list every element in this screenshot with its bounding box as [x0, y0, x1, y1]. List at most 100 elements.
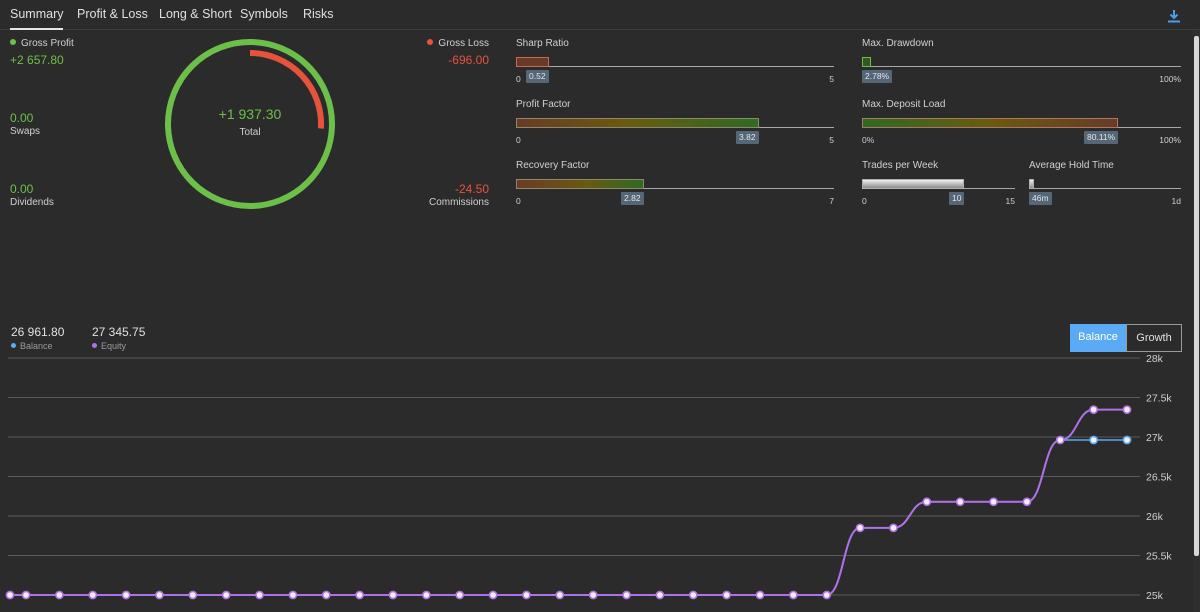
equity-value: 27 345.75 [92, 325, 146, 339]
equity-point[interactable] [321, 590, 331, 600]
equity-series-line [10, 408, 1127, 596]
balance-value: 26 961.80 [11, 325, 65, 339]
y-tick-label: 27k [1146, 432, 1164, 444]
equity-point[interactable] [855, 523, 865, 533]
balance-legend-dot [11, 343, 16, 348]
profit-factor-bar [516, 118, 759, 128]
equity-point[interactable] [688, 590, 698, 600]
equity-point[interactable] [121, 590, 131, 600]
equity-point[interactable] [889, 523, 898, 533]
profit-factor-max: 5 [829, 135, 834, 145]
max-deposit-load-max: 100% [1159, 135, 1181, 145]
equity-point[interactable] [955, 497, 965, 507]
y-tick-label: 27.5k [1146, 393, 1172, 405]
sharp-ratio-value: 0.52 [526, 70, 549, 83]
total-donut-chart [165, 39, 335, 209]
equity-point[interactable] [455, 590, 465, 600]
equity-point[interactable] [388, 590, 398, 600]
equity-point[interactable] [522, 590, 531, 600]
equity-point[interactable] [622, 590, 631, 600]
equity-point[interactable] [755, 590, 765, 600]
max-deposit-load-min: 0% [862, 135, 875, 145]
equity-point[interactable] [555, 590, 565, 600]
avg-hold-time-max: 1d [1171, 196, 1181, 206]
avg-hold-time-bar [1029, 179, 1034, 189]
balance-point[interactable] [1089, 435, 1099, 445]
trades-per-week-title: Trades per Week [862, 160, 939, 171]
equity-point[interactable] [355, 590, 365, 600]
tab-bar: Summary Profit & Loss Long & Short Symbo… [0, 0, 1200, 30]
sharp-ratio-track [516, 66, 834, 67]
balance-toggle-button[interactable]: Balance [1070, 324, 1126, 352]
equity-point[interactable] [1055, 435, 1065, 445]
equity-point[interactable] [588, 590, 598, 600]
equity-point[interactable] [88, 590, 98, 600]
profit-factor-value: 3.82 [736, 131, 759, 144]
tab-risks[interactable]: Risks [303, 7, 334, 21]
equity-point[interactable] [655, 590, 665, 600]
max-drawdown-track [862, 66, 1181, 67]
balance-equity-chart: 25k 25.5k 26k 26.5k 27k 27.5k 28k [5, 353, 1172, 602]
dividends-value: 0.00 [10, 182, 34, 196]
avg-hold-time-value: 46m [1029, 192, 1052, 205]
tab-profit-loss[interactable]: Profit & Loss [77, 7, 148, 21]
equity-point[interactable] [722, 590, 732, 600]
equity-point[interactable] [21, 590, 31, 600]
equity-point[interactable] [1122, 405, 1132, 415]
gross-loss-label: Gross Loss [389, 38, 489, 49]
equity-point[interactable] [1022, 497, 1032, 507]
equity-point[interactable] [488, 590, 498, 600]
trades-per-week-min: 0 [862, 196, 867, 206]
download-icon[interactable] [1166, 8, 1182, 24]
equity-point[interactable] [1089, 405, 1099, 415]
max-drawdown-max: 100% [1159, 74, 1181, 84]
equity-point[interactable] [822, 590, 832, 600]
commissions-value: -24.50 [454, 182, 489, 196]
sharp-ratio-max: 5 [829, 74, 834, 84]
gross-profit-value: +2 657.80 [10, 53, 64, 67]
y-tick-label: 25k [1146, 590, 1164, 602]
recovery-factor-bar [516, 179, 644, 189]
tab-symbols[interactable]: Symbols [240, 7, 288, 21]
gross-profit-dot [10, 39, 16, 45]
total-label: Total [239, 127, 261, 138]
growth-toggle-button[interactable]: Growth [1126, 324, 1182, 352]
sharp-ratio-title: Sharp Ratio [516, 38, 569, 49]
dividends-label: Dividends [10, 197, 54, 208]
sharp-ratio-bar [516, 57, 549, 67]
equity-point[interactable] [255, 590, 264, 600]
y-tick-label: 28k [1146, 353, 1164, 365]
balance-legend: Balance [11, 341, 53, 351]
equity-point[interactable] [155, 590, 164, 600]
equity-point[interactable] [288, 590, 298, 600]
y-tick-label: 26k [1146, 511, 1164, 523]
equity-point[interactable] [788, 590, 798, 600]
swaps-label: Swaps [10, 126, 41, 137]
equity-point[interactable] [5, 590, 15, 600]
balance-point[interactable] [1122, 435, 1132, 445]
scrollbar-thumb[interactable] [1194, 36, 1199, 556]
equity-point[interactable] [54, 590, 64, 600]
avg-hold-time-track [1029, 188, 1181, 189]
commissions-label: Commissions [428, 197, 489, 208]
donut-ring-profit [165, 39, 335, 209]
recovery-factor-title: Recovery Factor [516, 160, 590, 171]
avg-hold-time-title: Average Hold Time [1029, 160, 1114, 171]
balance-series-line [10, 439, 1127, 596]
equity-point[interactable] [221, 590, 231, 600]
tab-summary[interactable]: Summary [10, 0, 64, 30]
swaps-value: 0.00 [10, 111, 34, 125]
equity-legend-dot [92, 343, 97, 348]
equity-point[interactable] [188, 590, 198, 600]
max-drawdown-bar [862, 57, 871, 67]
max-drawdown-value: 2.78% [862, 70, 893, 83]
recovery-factor-value: 2.82 [621, 192, 644, 205]
equity-point[interactable] [989, 497, 998, 507]
equity-point[interactable] [922, 497, 932, 507]
tab-long-short[interactable]: Long & Short [159, 7, 232, 21]
recovery-factor-min: 0 [516, 196, 521, 206]
y-tick-label: 25.5k [1146, 551, 1172, 563]
trades-per-week-max: 15 [1005, 196, 1015, 206]
gross-profit-label: Gross Profit [10, 38, 74, 49]
equity-point[interactable] [421, 590, 431, 600]
